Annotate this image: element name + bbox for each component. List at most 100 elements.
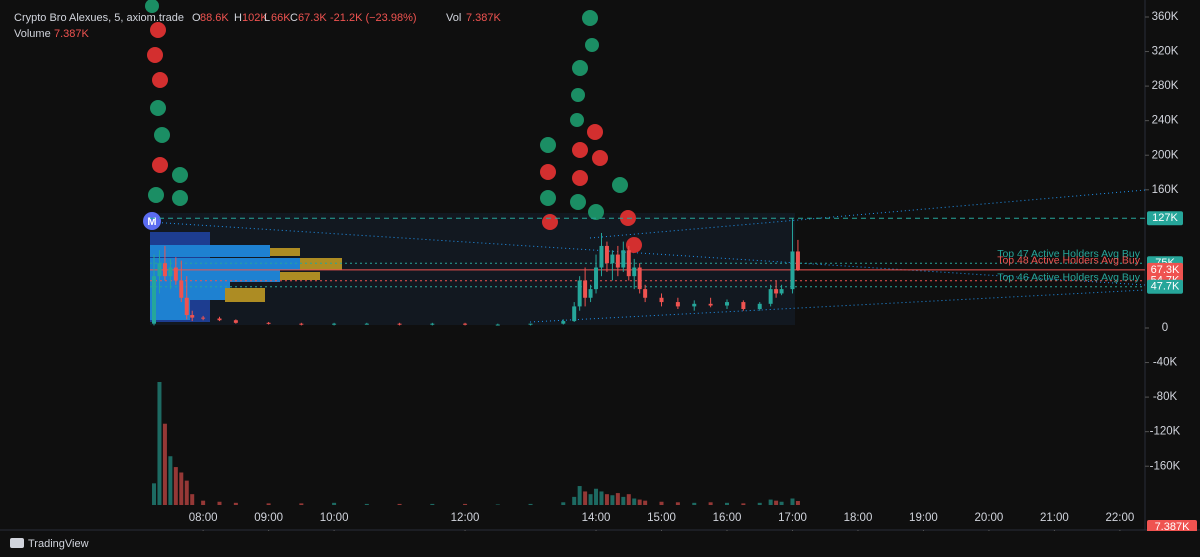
price-label: 47.7K (1151, 281, 1180, 293)
volume-bar (790, 498, 795, 505)
volume-bar (577, 486, 582, 505)
candle-body (179, 280, 184, 298)
y-tick-label: 160K (1152, 184, 1179, 196)
x-tick-label: 15:00 (647, 512, 676, 524)
candle-body (201, 317, 206, 319)
candle-body (632, 267, 637, 277)
volume-bar (495, 504, 500, 505)
candle-body (637, 267, 642, 290)
candle-body (604, 245, 609, 264)
volume-profile (150, 213, 795, 325)
candle-body (768, 289, 773, 304)
low-value: 66K (271, 12, 291, 24)
volume-bar (201, 500, 206, 505)
candle-body (659, 297, 664, 303)
candle-body (724, 302, 729, 306)
volume-label: 7.387K (1155, 521, 1191, 533)
candle-body (561, 321, 566, 324)
trend-lines (149, 189, 1146, 323)
volume-bar (615, 493, 620, 505)
candle-body (626, 250, 631, 277)
candle-body (152, 276, 157, 324)
volume-bar (779, 501, 784, 505)
x-tick-label: 14:00 (582, 512, 611, 524)
candle-body (184, 297, 189, 316)
candle-body (233, 320, 238, 323)
volume-bar (168, 456, 173, 505)
candle-body (430, 323, 435, 325)
y-tick-label: 360K (1152, 11, 1179, 23)
vol-value: 7.387K (466, 12, 502, 24)
brand: TradingView (28, 538, 89, 550)
volume-bar (266, 503, 271, 505)
y-tick-label: 320K (1152, 46, 1179, 58)
volume-bar (332, 502, 337, 505)
volume-bar (757, 502, 762, 505)
x-tick-label: 20:00 (975, 512, 1004, 524)
volume-bar (774, 500, 779, 505)
volume-bar (621, 496, 626, 505)
close-value: 67.3K (298, 12, 327, 24)
x-tick-label: 09:00 (254, 512, 283, 524)
volume-bar (741, 503, 746, 505)
price-label: 127K (1152, 212, 1178, 224)
volume-bar (659, 501, 664, 505)
y-tick-label: 240K (1152, 115, 1179, 127)
candle-body (190, 315, 195, 318)
h-label: H (234, 12, 242, 24)
x-tick-label: 10:00 (320, 512, 349, 524)
volume-bar (588, 494, 593, 505)
x-tick-label: 08:00 (189, 512, 218, 524)
volume-bar (708, 502, 713, 505)
candle-body (615, 254, 620, 268)
change-value: -21.2K (−23.98%) (330, 12, 417, 24)
trade-icons (145, 0, 642, 253)
volume-value: 7.387K (54, 28, 90, 40)
open-value: 88.6K (200, 12, 229, 24)
volume-bar (724, 502, 729, 505)
o-label: O (192, 12, 201, 24)
candle-body (774, 289, 779, 294)
volume-bar (190, 494, 195, 505)
candle-body (583, 280, 588, 298)
volume-bar (157, 382, 162, 505)
candle-body (299, 323, 304, 325)
high-value: 102K (242, 12, 268, 24)
candle-body (528, 323, 533, 325)
y-tick-label: -120K (1150, 426, 1181, 438)
volume-bar (795, 500, 800, 505)
volume-bar (463, 503, 468, 505)
candle-body (577, 280, 582, 307)
volume-title: Volume (14, 28, 51, 40)
candle-body (463, 323, 468, 325)
volume-bar (184, 480, 189, 505)
volume-bar (233, 502, 238, 505)
volume-bar (594, 488, 599, 505)
marker-circle (143, 212, 161, 230)
volume-bar (364, 503, 369, 505)
price-line-note: Top 47 Active Holders Avg Buy (997, 248, 1141, 260)
volume-bar (299, 503, 304, 505)
candle-body (217, 318, 222, 321)
candle-body (643, 289, 648, 298)
volume-bar (152, 483, 157, 505)
candle-body (157, 263, 162, 277)
volume-bar (217, 501, 222, 505)
volume-bar (675, 502, 680, 505)
candle-body (599, 245, 604, 268)
volume-bar (610, 495, 615, 505)
volume-bar (604, 494, 609, 505)
volume-bar (768, 499, 773, 505)
candle-body (495, 324, 500, 326)
candle-body (364, 323, 369, 325)
candle-body (162, 263, 167, 277)
candle-body (675, 302, 680, 307)
candle-body (621, 250, 626, 268)
candle-body (779, 289, 784, 294)
y-tick-label: 280K (1152, 80, 1179, 92)
candle-body (610, 254, 615, 264)
volume-bar (572, 496, 577, 505)
candle-body (692, 303, 697, 307)
brand-logo (10, 538, 24, 548)
x-tick-label: 17:00 (778, 512, 807, 524)
